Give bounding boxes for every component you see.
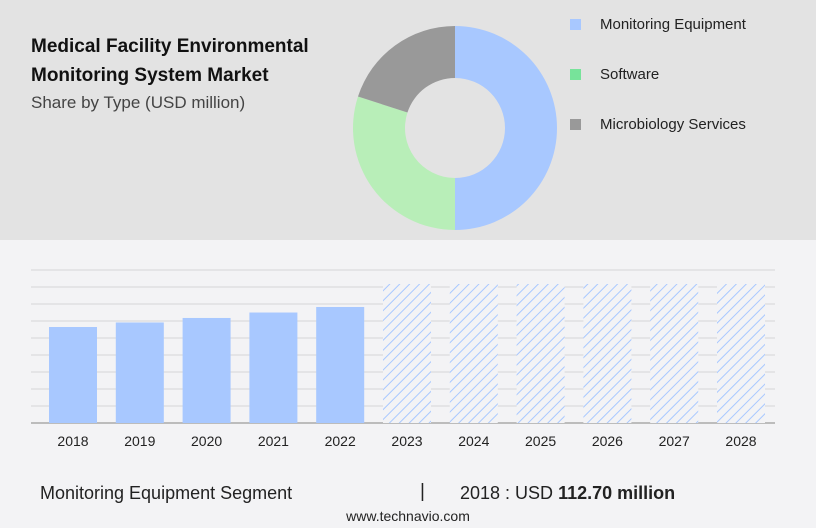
x-tick-label: 2026: [592, 433, 623, 449]
legend-item: Software: [570, 66, 659, 83]
legend-swatch: [570, 119, 581, 130]
x-tick-label: 2021: [258, 433, 289, 449]
website: www.technavio.com: [346, 508, 470, 524]
x-tick-label: 2028: [725, 433, 756, 449]
legend-swatch: [570, 19, 581, 30]
segment-value: 2018 : USD 112.70 million: [460, 483, 675, 504]
donut-slice: [353, 96, 455, 230]
bar: [316, 306, 365, 423]
forecast-bar: [583, 284, 632, 423]
bar: [249, 312, 298, 423]
x-tick-label: 2025: [525, 433, 556, 449]
donut-slice: [357, 26, 455, 113]
forecast-bar: [717, 284, 765, 423]
legend-label: Monitoring Equipment: [600, 16, 746, 33]
legend-item: Monitoring Equipment: [570, 16, 746, 33]
x-tick-label: 2023: [391, 433, 422, 449]
x-tick-label: 2020: [191, 433, 222, 449]
x-tick-label: 2018: [57, 433, 88, 449]
forecast-bar: [449, 284, 498, 423]
chart-subtitle: Share by Type (USD million): [31, 93, 246, 112]
forecast-bar: [516, 284, 565, 423]
legend-label: Software: [600, 66, 660, 83]
bar: [49, 327, 97, 423]
bar: [182, 317, 231, 423]
segment-label: Monitoring Equipment Segment: [40, 483, 293, 503]
legend-swatch: [570, 69, 581, 80]
value: 112.70 million: [558, 483, 676, 503]
legend-item: Microbiology Services: [570, 116, 746, 133]
x-tick-label: 2027: [659, 433, 690, 449]
bar: [115, 322, 164, 423]
year-label: 2018 : USD: [460, 483, 559, 503]
legend-label: Microbiology Services: [600, 116, 746, 133]
forecast-bar: [383, 284, 431, 423]
x-tick-label: 2019: [124, 433, 155, 449]
donut-slice: [455, 26, 557, 230]
separator: |: [420, 481, 425, 502]
forecast-bar: [650, 284, 699, 423]
x-tick-label: 2024: [458, 433, 489, 449]
chart-title: Medical Facility Environmental Monitorin…: [31, 36, 309, 86]
x-tick-label: 2022: [325, 433, 356, 449]
